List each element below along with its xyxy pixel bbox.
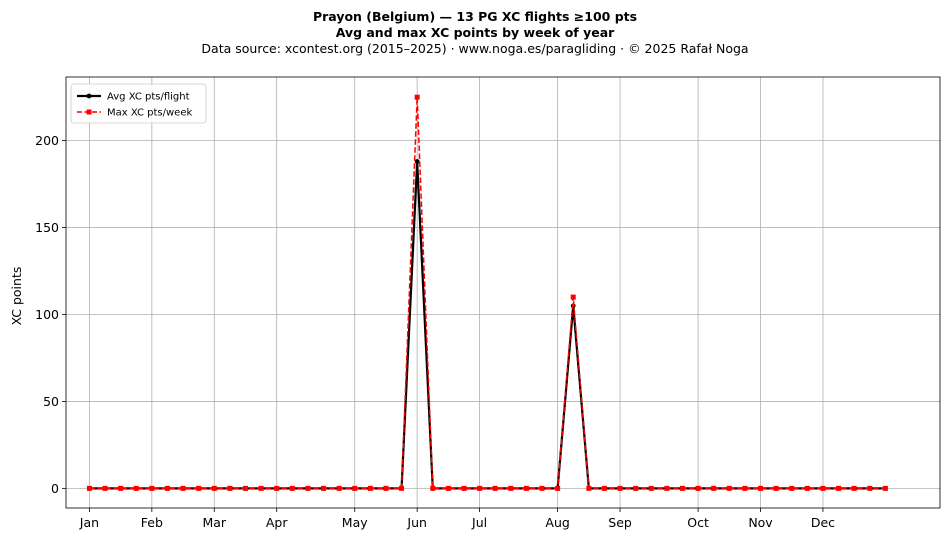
x-tick-label: Feb (141, 515, 163, 530)
max-series-point (274, 485, 280, 491)
max-series-point (773, 485, 779, 491)
max-series-point (164, 485, 170, 491)
max-series-point (648, 485, 654, 491)
chart-subtitle: Avg and max XC points by week of year (335, 25, 615, 40)
max-series-point (118, 485, 124, 491)
x-tick-label: Sep (608, 515, 632, 530)
max-series-point (336, 485, 342, 491)
max-series-point (305, 485, 311, 491)
max-series-point (570, 294, 576, 300)
max-series-point (664, 485, 670, 491)
max-series-point (555, 485, 561, 491)
x-tick-label: Nov (748, 515, 773, 530)
x-tick-label: Jul (471, 515, 487, 530)
max-series-point (508, 485, 514, 491)
max-series-point (804, 485, 810, 491)
x-tick-label: Jun (406, 515, 427, 530)
y-tick-label: 50 (43, 394, 59, 409)
max-series-point (352, 485, 358, 491)
max-series-point (383, 485, 389, 491)
max-series-point (211, 485, 217, 491)
chart-title: Prayon (Belgium) — 13 PG XC flights ≥100… (312, 9, 638, 24)
max-series-point (445, 485, 451, 491)
axis-ticks: 0 50 100 150 200 Jan Feb Mar Apr May Jun Jul Aug Sep O… (35, 133, 835, 530)
max-series-point (149, 485, 155, 491)
x-tick-label: Apr (266, 515, 288, 530)
max-series-point (789, 485, 795, 491)
max-series-point (258, 485, 264, 491)
legend-swatch-marker (86, 109, 92, 115)
legend: Avg XC pts/flight Max XC pts/week (70, 83, 207, 124)
max-series-point (242, 485, 248, 491)
max-series-line (89, 96, 886, 490)
x-tick-label: Oct (687, 515, 709, 530)
max-series-point (321, 485, 327, 491)
y-tick-label: 200 (35, 133, 59, 148)
max-series-point (601, 485, 607, 491)
x-tick-label: May (342, 515, 368, 530)
max-series-point (399, 485, 405, 491)
x-tick-label: Jan (79, 515, 99, 530)
max-series-point (742, 485, 748, 491)
legend-entry-label: Avg XC pts/flight (107, 92, 190, 103)
max-series-point (679, 485, 685, 491)
y-tick-label: 100 (35, 307, 59, 322)
max-series-point (820, 485, 826, 491)
max-series-point (289, 485, 295, 491)
max-series-point (492, 485, 498, 491)
max-series-point (711, 485, 717, 491)
max-series-point (102, 485, 108, 491)
max-series-point (586, 485, 592, 491)
max-series-point (695, 485, 701, 491)
y-axis-label: XC points (9, 267, 24, 326)
max-series-point (133, 485, 139, 491)
plot-frame (65, 76, 941, 509)
x-tick-label: Mar (202, 515, 226, 530)
max-series-point (461, 485, 467, 491)
max-series-point (180, 485, 186, 491)
max-series-point (617, 485, 623, 491)
max-series-point (430, 485, 436, 491)
x-tick-label: Aug (545, 515, 569, 530)
legend-entry-label: Max XC pts/week (107, 108, 192, 119)
max-series-point (539, 485, 545, 491)
max-series-point (227, 485, 233, 491)
max-series-point (414, 94, 420, 100)
max-series-point (196, 485, 202, 491)
avg-series-line (89, 160, 886, 490)
avg-series-point (414, 159, 420, 164)
series-layer (86, 94, 888, 491)
max-series-point (882, 485, 888, 491)
y-tick-label: 150 (35, 220, 59, 235)
chart-source: Data source: xcontest.org (2015–2025) · … (201, 41, 749, 56)
x-tick-label: Dec (811, 515, 835, 530)
legend-box (70, 83, 207, 124)
max-series-point (851, 485, 857, 491)
legend-swatch-marker (86, 93, 92, 99)
grid-lines (66, 77, 940, 508)
max-series-point (86, 485, 92, 491)
max-series-point (867, 485, 873, 491)
y-tick-label: 0 (51, 481, 59, 496)
chart-title-block: Prayon (Belgium) — 13 PG XC flights ≥100… (0, 9, 950, 57)
max-series-point (836, 485, 842, 491)
max-series-point (758, 485, 764, 491)
max-series-point (367, 485, 373, 491)
max-series-point (523, 485, 529, 491)
max-series-point (726, 485, 732, 491)
max-series-point (633, 485, 639, 491)
max-series-point (477, 485, 483, 491)
